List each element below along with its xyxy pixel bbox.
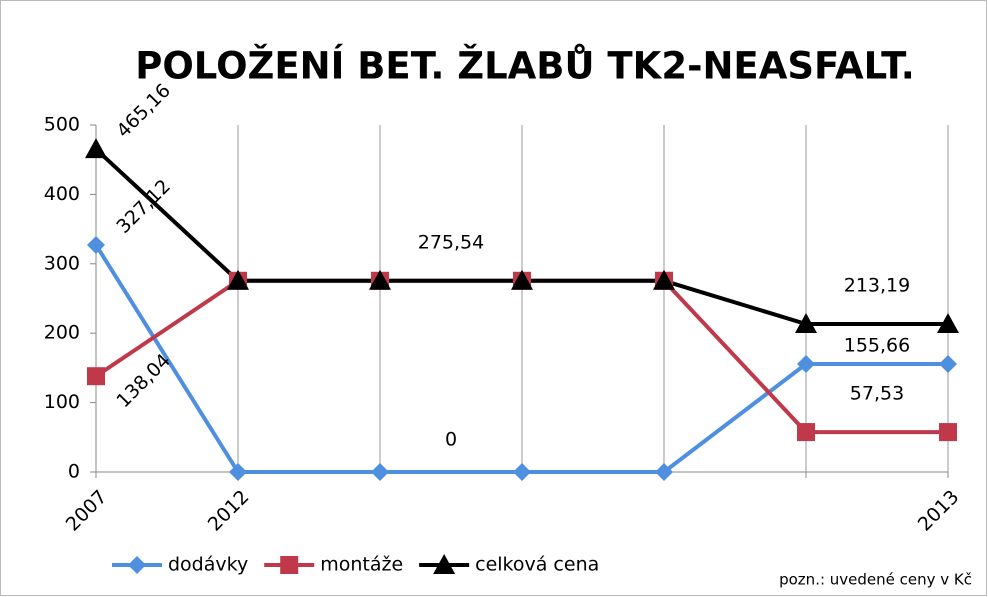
marker <box>433 554 456 574</box>
legend-item: dodávky <box>112 554 248 576</box>
marker <box>280 556 299 574</box>
y-tick-label: 100 <box>44 391 80 413</box>
data-label: 213,19 <box>844 275 910 297</box>
y-tick-label: 0 <box>68 461 80 483</box>
marker <box>369 269 391 290</box>
y-tick-label: 400 <box>44 183 80 205</box>
marker <box>511 269 533 290</box>
data-label: 155,66 <box>844 334 910 356</box>
y-tick-label: 500 <box>44 114 80 136</box>
marker <box>939 423 957 442</box>
marker <box>795 313 817 334</box>
marker <box>655 463 673 481</box>
marker <box>85 138 107 159</box>
marker <box>653 269 675 290</box>
legend-label: celková cena <box>475 554 599 576</box>
chart-title: POLOŽENÍ BET. ŽLABŮ TK2-NEASFALT. <box>135 44 915 88</box>
data-label: 0 <box>445 429 457 451</box>
marker <box>797 354 815 373</box>
marker <box>513 463 531 481</box>
legend-item: montáže <box>264 554 403 576</box>
data-label: 275,54 <box>418 231 484 253</box>
marker <box>87 367 105 386</box>
marker <box>229 463 247 481</box>
y-tick-label: 200 <box>44 322 80 344</box>
marker <box>87 235 105 254</box>
marker <box>371 463 389 481</box>
legend-label: montáže <box>320 554 403 576</box>
marker <box>227 269 249 290</box>
note: pozn.: uvedené ceny v Kč <box>779 571 972 589</box>
legend-label: dodávky <box>168 554 248 576</box>
marker <box>797 423 815 442</box>
legend-item: celková cena <box>419 554 599 576</box>
y-tick-label: 300 <box>44 252 80 274</box>
marker <box>128 556 146 574</box>
marker <box>937 313 959 334</box>
data-label: 57,53 <box>850 383 904 405</box>
marker <box>939 354 957 373</box>
